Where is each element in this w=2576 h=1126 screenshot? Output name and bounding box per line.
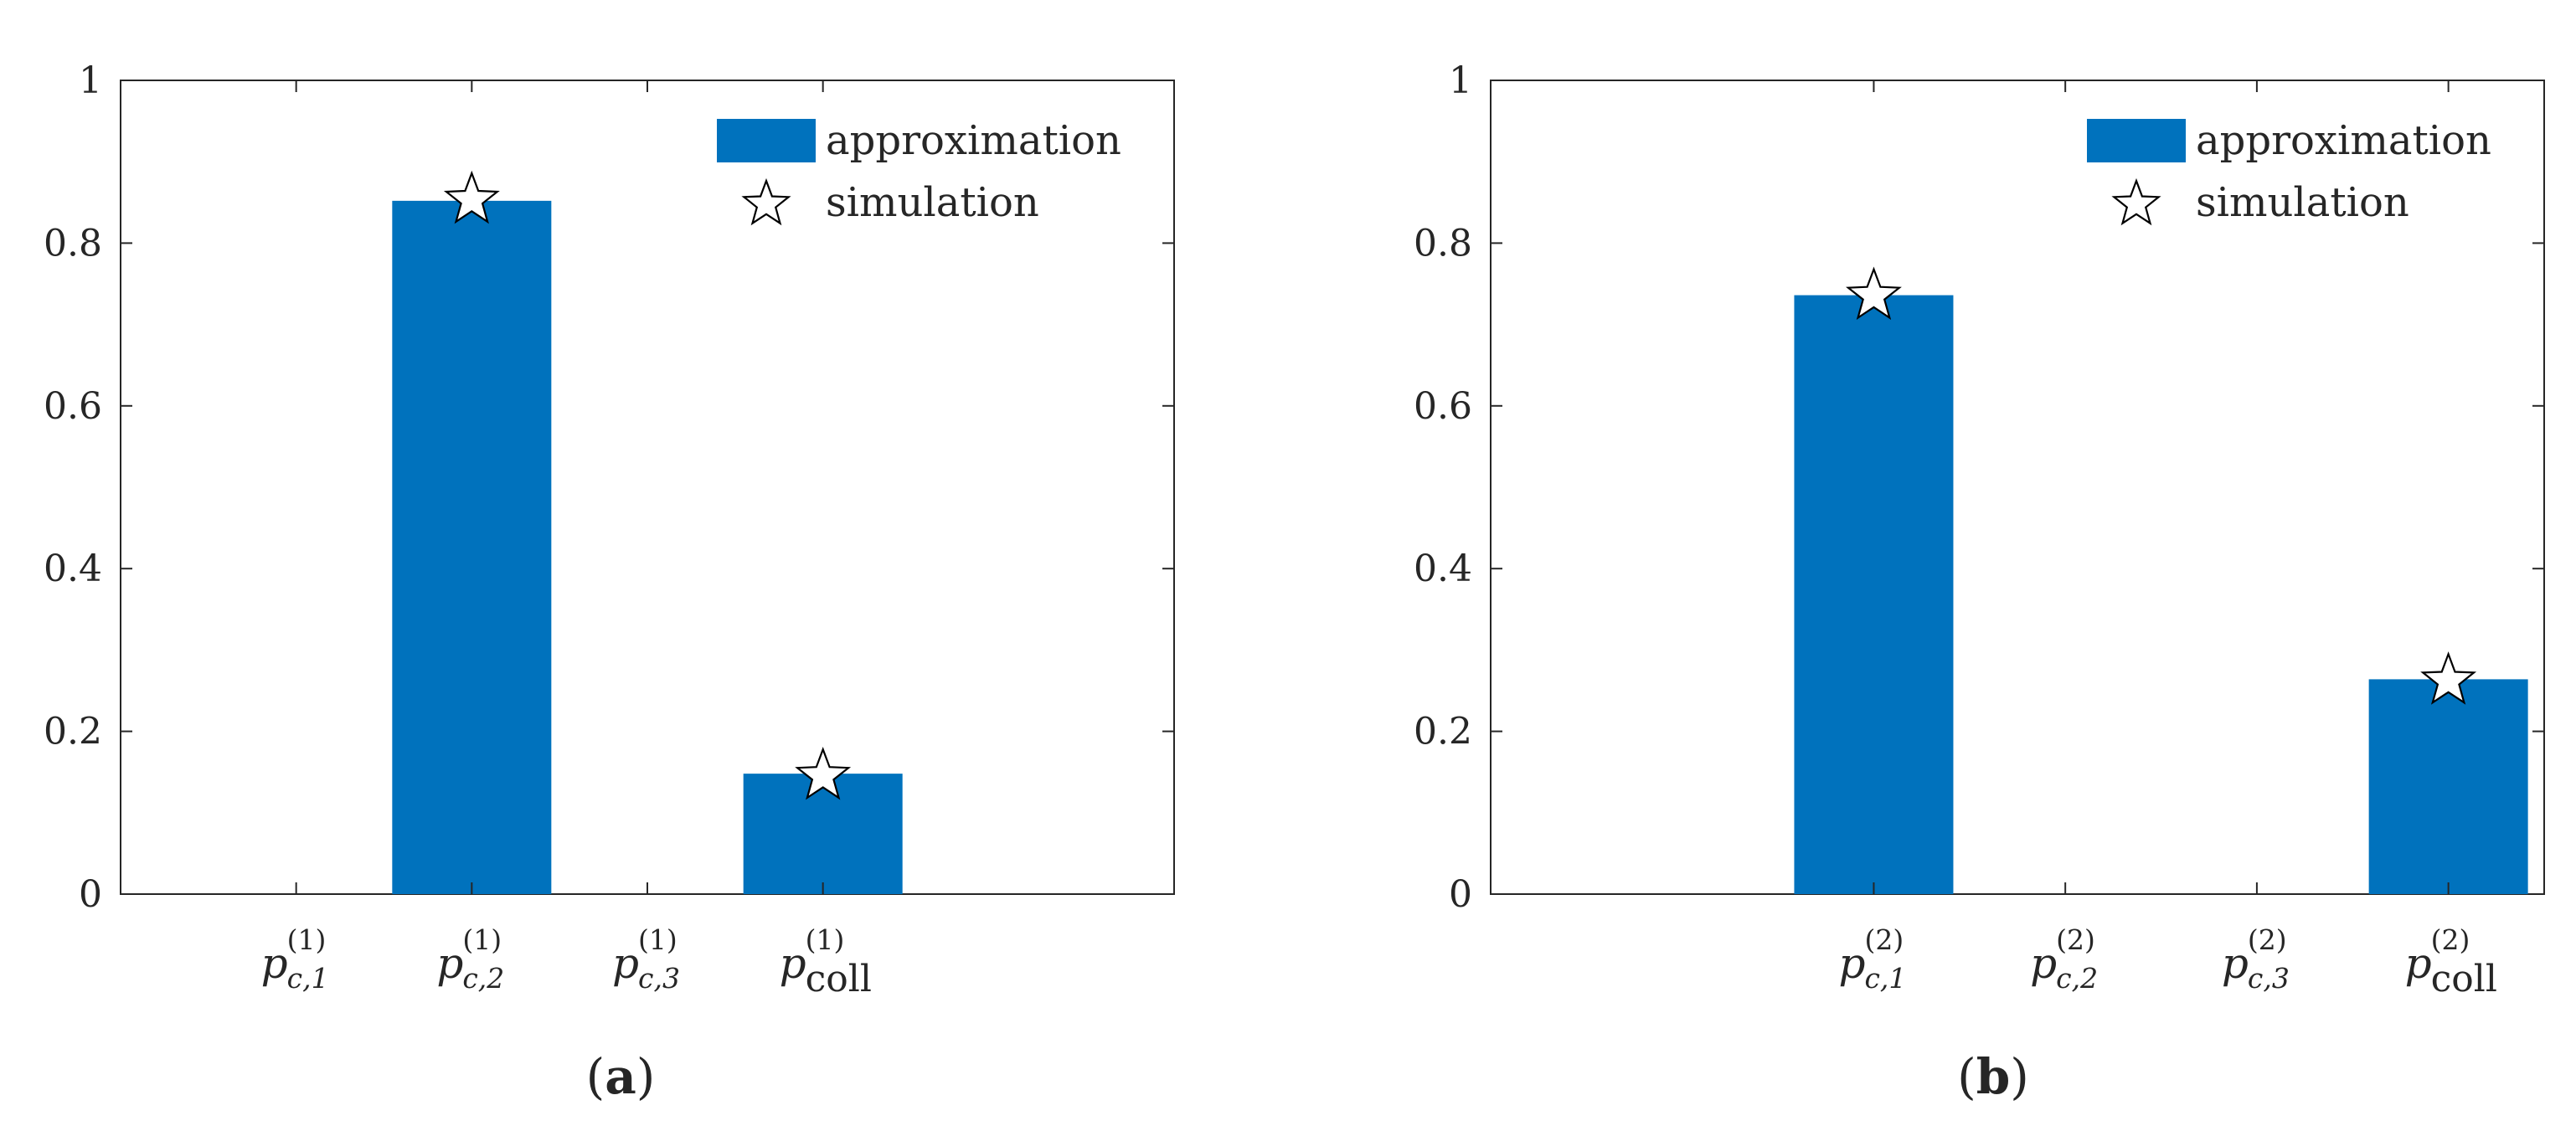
xtick-superscript: (1)	[462, 923, 502, 956]
ytick-label: 0.8	[1414, 222, 1472, 265]
bar-coll	[743, 774, 903, 894]
panel-letter-a: a	[605, 1048, 636, 1105]
xtick-subscript: c,1	[1864, 962, 1906, 995]
legend-approximation-swatch	[717, 119, 816, 162]
xtick-superscript: (1)	[638, 923, 677, 956]
bar-c-1	[1794, 295, 1954, 894]
xtick-symbol: p	[261, 939, 288, 988]
ytick-label: 1	[1449, 59, 1472, 102]
xtick-label-c-3: pc,3 (1)	[612, 923, 680, 995]
legend-simulation-label: simulation	[2196, 179, 2409, 226]
xtick-superscript: (2)	[2431, 923, 2470, 956]
chart-panel-a: 00.20.40.60.81 pc,1(1) pc,2(1) pc,3(1) pcol…	[44, 59, 1175, 1000]
panel-label-b: (b)	[1957, 1048, 2029, 1105]
xtick-symbol: p	[2030, 939, 2057, 988]
legend-simulation-label: simulation	[826, 179, 1039, 226]
ytick-label: 0.6	[1414, 385, 1472, 428]
ytick-label: 0.4	[44, 548, 102, 590]
legend-simulation-star-icon	[741, 177, 791, 226]
simulation-star-coll	[2420, 651, 2477, 705]
xtick-subscript: c,2	[462, 962, 504, 995]
xtick-superscript: (2)	[1864, 923, 1904, 956]
ytick-label: 0.4	[1414, 548, 1472, 590]
panel-letter-b: b	[1976, 1048, 2011, 1105]
ytick-label: 0	[79, 873, 102, 916]
xtick-subscript: coll	[806, 958, 872, 1000]
ytick-label: 0.6	[44, 385, 102, 428]
xtick-label-c-1: pc,1 (1)	[261, 923, 329, 995]
ytick-label: 0.2	[1414, 711, 1472, 753]
xtick-superscript: (2)	[2056, 923, 2095, 956]
ytick-label: 0.8	[44, 222, 102, 265]
xtick-subscript: coll	[2431, 958, 2497, 1000]
xtick-label-c-2: pc,2 (2)	[2030, 923, 2098, 995]
xtick-symbol: p	[2405, 939, 2432, 988]
simulation-star-c-1	[1846, 266, 1902, 321]
simulation-star-coll	[795, 746, 852, 800]
xtick-symbol: p	[612, 939, 639, 988]
xtick-label-c-3: pc,3 (2)	[2222, 923, 2290, 995]
legend: approximation simulation	[717, 117, 1121, 226]
xtick-superscript: (1)	[806, 923, 845, 956]
bar-coll	[2368, 679, 2528, 894]
ytick-label: 0.2	[44, 711, 102, 753]
ytick-label: 0	[1449, 873, 1472, 916]
chart-panel-b: 00.20.40.60.81 pc,1(2) pc,2(2) pc,3(2) pcol…	[1414, 59, 2545, 1000]
xtick-subscript: c,2	[2056, 962, 2098, 995]
xtick-subscript: c,1	[287, 962, 329, 995]
bar-c-2	[392, 200, 552, 894]
xtick-subscript: c,3	[2248, 962, 2290, 995]
simulation-star-c-2	[443, 170, 500, 224]
xtick-superscript: (1)	[287, 923, 327, 956]
legend-simulation-star-icon	[2111, 177, 2161, 226]
legend-approximation-label: approximation	[2196, 117, 2491, 164]
xtick-symbol: p	[2222, 939, 2249, 988]
xtick-superscript: (2)	[2248, 923, 2287, 956]
legend: approximation simulation	[2087, 117, 2491, 226]
plot-area-box	[1490, 80, 2545, 895]
xtick-symbol: p	[780, 939, 806, 988]
xtick-symbol: p	[436, 939, 463, 988]
ytick-label: 1	[79, 59, 102, 102]
legend-approximation-label: approximation	[826, 117, 1121, 164]
panel-label-a: (a)	[586, 1048, 656, 1105]
xtick-label-c-2: pc,2 (1)	[436, 923, 504, 995]
xtick-symbol: p	[1838, 939, 1865, 988]
xtick-subscript: c,3	[638, 962, 680, 995]
legend-approximation-swatch	[2087, 119, 2186, 162]
xtick-label-c-1: pc,1 (2)	[1838, 923, 1906, 995]
